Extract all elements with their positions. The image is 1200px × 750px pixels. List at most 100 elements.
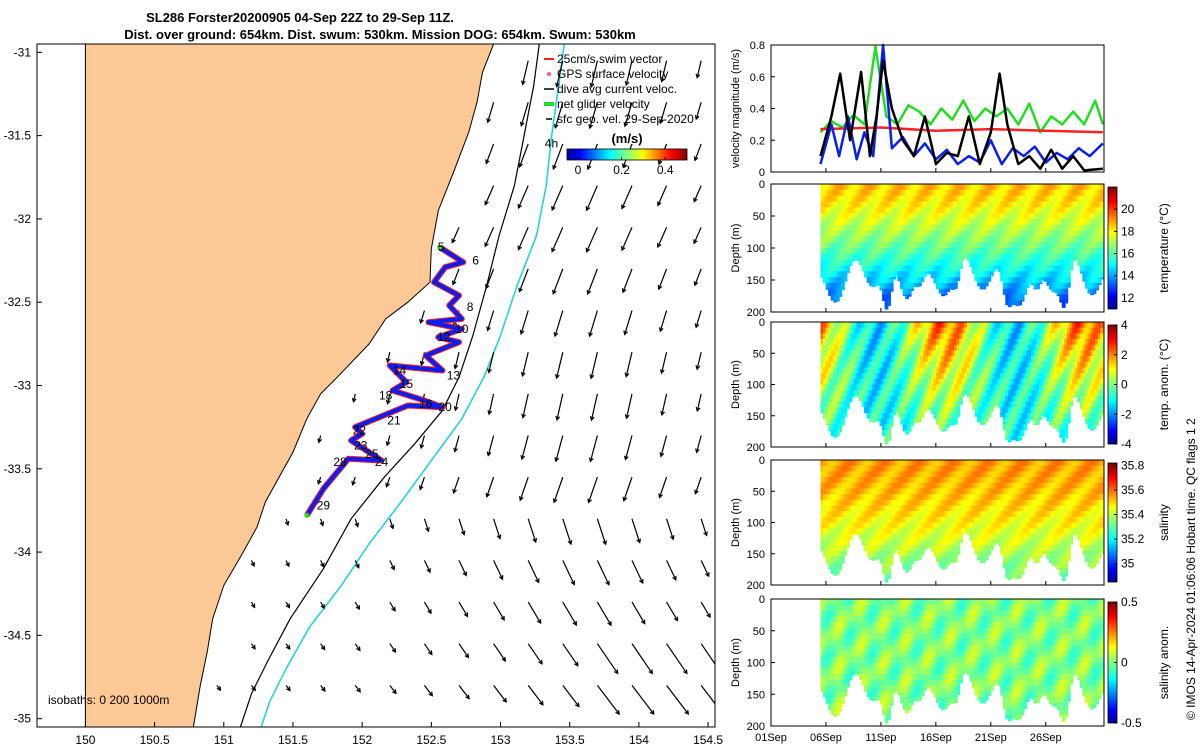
section-cell xyxy=(884,195,889,202)
current-arrow xyxy=(389,560,395,571)
section-cell xyxy=(907,253,912,261)
section-cell xyxy=(984,378,989,385)
section-cell xyxy=(912,378,917,385)
section-cell xyxy=(974,271,979,278)
section-cell xyxy=(820,488,825,495)
section-cell xyxy=(869,550,873,558)
section-cell xyxy=(848,218,853,226)
section-cell xyxy=(894,499,899,506)
current-arrow xyxy=(458,601,469,618)
section-cell xyxy=(905,477,909,484)
section-cell xyxy=(1043,242,1048,249)
section-cell xyxy=(869,271,873,278)
section-cell xyxy=(1092,378,1097,385)
section-cell xyxy=(902,516,907,523)
section-cell xyxy=(907,356,912,363)
section-cell xyxy=(853,218,858,226)
section-cell xyxy=(1007,277,1012,284)
section-cell xyxy=(830,218,835,226)
section-cell xyxy=(1031,242,1035,249)
section-cell xyxy=(887,248,891,255)
section-cell xyxy=(1059,435,1064,438)
section-cell xyxy=(843,271,848,278)
section-cell xyxy=(1005,390,1010,397)
section-cell xyxy=(943,253,948,261)
section-cell xyxy=(876,499,881,506)
section-cell xyxy=(1031,282,1035,286)
section-cell xyxy=(856,344,861,351)
section-cell xyxy=(889,494,894,501)
section-cell xyxy=(971,401,976,408)
section-cell xyxy=(861,356,866,363)
section-cell xyxy=(825,242,830,249)
section-cell xyxy=(887,333,891,340)
section-cell xyxy=(1059,390,1064,397)
section-cell xyxy=(1028,339,1033,346)
section-cell xyxy=(1018,195,1022,202)
section-cell xyxy=(969,184,974,191)
section-cell xyxy=(982,339,986,346)
section-cell xyxy=(1038,378,1043,385)
section-cell xyxy=(887,522,891,529)
section-cell xyxy=(1031,224,1035,231)
section-cell xyxy=(948,356,953,363)
section-cell xyxy=(920,242,925,249)
section-cell xyxy=(923,322,927,329)
section-cell xyxy=(876,271,881,278)
section-cell xyxy=(853,390,858,396)
section-cell xyxy=(1090,412,1094,420)
section-cell xyxy=(1090,424,1094,431)
section-cell xyxy=(918,528,922,535)
section-cell xyxy=(1072,189,1076,197)
section-y-tick-label: 150 xyxy=(747,275,765,287)
section-cell xyxy=(897,545,902,552)
section-cell xyxy=(925,207,930,214)
section-cell xyxy=(941,322,945,329)
section-cell xyxy=(1074,189,1079,197)
section-cell xyxy=(866,505,871,512)
section-cell xyxy=(1064,339,1069,346)
section-cell xyxy=(853,522,858,529)
section-cell xyxy=(1100,253,1105,261)
section-cell xyxy=(1043,224,1048,231)
section-cell xyxy=(1036,390,1040,397)
section-cell xyxy=(1067,271,1071,278)
current-arrow xyxy=(562,684,580,708)
section-cell xyxy=(1005,344,1010,351)
section-cell xyxy=(1051,339,1056,346)
section-cell xyxy=(841,230,845,237)
section-cell xyxy=(843,528,848,535)
section-cell xyxy=(825,201,830,208)
section-cell xyxy=(833,384,838,391)
current-arrow xyxy=(423,560,431,574)
section-cell xyxy=(1041,350,1046,357)
section-cell xyxy=(1031,271,1035,278)
section-cell xyxy=(823,533,827,541)
section-cell xyxy=(1092,230,1097,237)
section-cell xyxy=(1090,418,1094,425)
section-cell xyxy=(1000,253,1004,261)
section-cell xyxy=(833,528,838,535)
section-cell xyxy=(1002,277,1007,284)
section-cell xyxy=(920,384,925,391)
section-cell xyxy=(946,201,951,208)
section-cell xyxy=(892,494,897,501)
section-cell xyxy=(871,259,876,266)
section-cell xyxy=(843,412,848,418)
section-cell xyxy=(966,224,971,231)
section-cell xyxy=(833,516,838,523)
section-cell xyxy=(828,488,832,495)
section-cell xyxy=(905,344,909,351)
section-cell xyxy=(1013,242,1017,249)
section-cell xyxy=(833,511,838,518)
section-cell xyxy=(930,412,935,414)
section-cell xyxy=(841,378,845,385)
section-cell xyxy=(1100,184,1105,191)
section-cell xyxy=(915,236,920,243)
section-cell xyxy=(833,333,838,340)
section-cell xyxy=(910,367,915,374)
section-cell xyxy=(841,460,845,467)
section-cell xyxy=(1023,407,1028,414)
section-cell xyxy=(1028,271,1033,278)
section-cell xyxy=(1036,230,1040,237)
